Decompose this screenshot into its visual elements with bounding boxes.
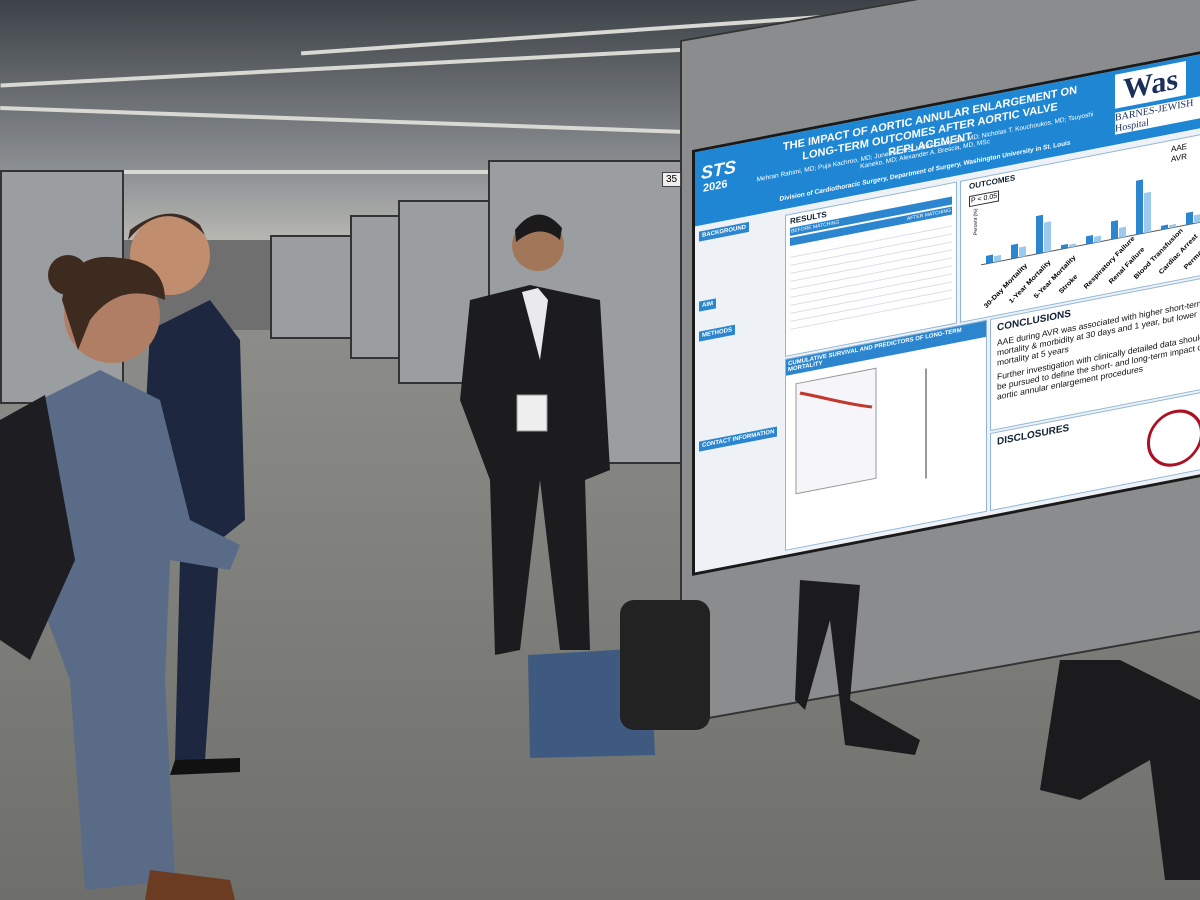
survival-plot xyxy=(795,367,927,495)
outcome-bar xyxy=(1144,191,1151,234)
board-number: 35 xyxy=(662,172,682,187)
survival-panel: CUMULATIVE SURVIVAL AND PREDICTORS OF LO… xyxy=(785,319,987,551)
outcome-bar xyxy=(1136,179,1143,235)
outcome-bar xyxy=(1069,243,1076,248)
plot-area xyxy=(795,367,877,495)
attendee-woman xyxy=(0,255,240,900)
bag xyxy=(528,600,710,758)
outcome-bar xyxy=(1111,220,1118,240)
legs-right xyxy=(795,580,1200,880)
outcome-bar xyxy=(1044,221,1051,253)
axis xyxy=(981,220,1200,266)
poster-board xyxy=(270,235,354,339)
bars xyxy=(986,179,1200,264)
survival-curve xyxy=(799,391,873,409)
outcome-bar xyxy=(1094,235,1101,243)
outcome-bar xyxy=(986,254,993,264)
outcome-bar xyxy=(1011,243,1018,259)
outcome-bar xyxy=(1019,246,1026,258)
poster-board xyxy=(350,215,404,359)
outcome-bar xyxy=(1119,226,1126,238)
outcomes-chart xyxy=(981,179,1200,266)
outcomes-panel: OUTCOMES P < 0.05 AAE AVR Percent (%) 30… xyxy=(960,131,1200,323)
poster: STS 2026 THE IMPACT OF AORTIC ANNULAR EN… xyxy=(692,47,1200,576)
outcome-bar xyxy=(1036,214,1043,255)
outcome-bar xyxy=(994,254,1001,263)
outcome-bar xyxy=(1086,235,1093,245)
outcome-bar xyxy=(1186,211,1193,225)
truss xyxy=(60,170,760,174)
outcome-bar xyxy=(1061,243,1068,250)
outcome-bar xyxy=(1169,223,1176,229)
outcome-bar xyxy=(1194,214,1200,224)
outcome-bar xyxy=(1161,224,1168,230)
presenter xyxy=(460,214,610,655)
